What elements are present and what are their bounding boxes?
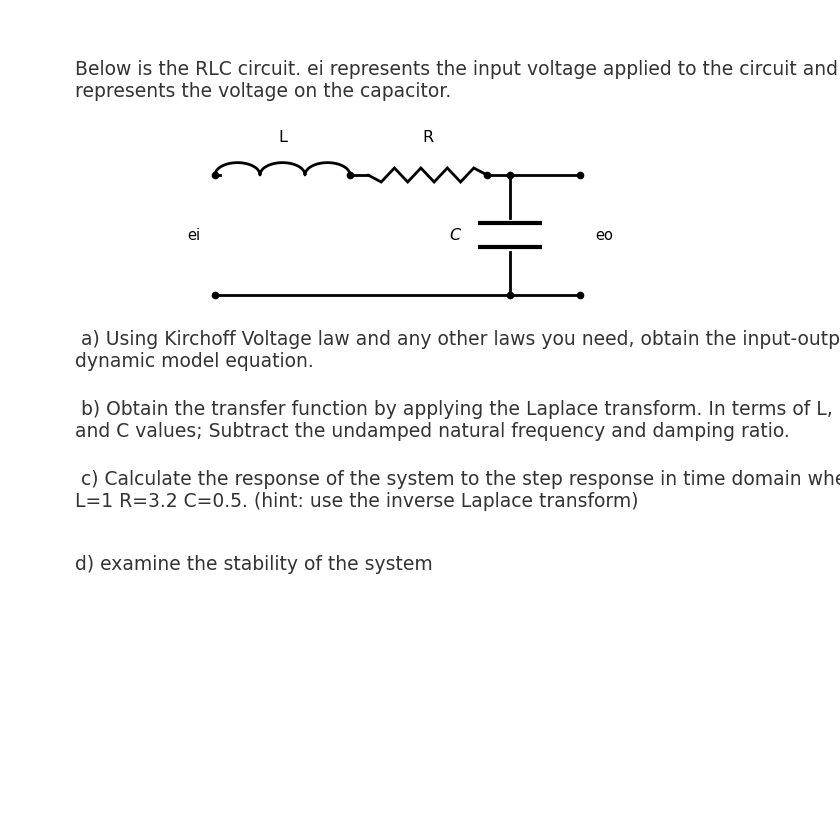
Text: dynamic model equation.: dynamic model equation. (75, 352, 314, 371)
Text: ei: ei (186, 227, 200, 243)
Text: Below is the RLC circuit. ei represents the input voltage applied to the circuit: Below is the RLC circuit. ei represents … (75, 60, 840, 79)
Text: eo: eo (595, 227, 613, 243)
Text: a) Using Kirchoff Voltage law and any other laws you need, obtain the input-outp: a) Using Kirchoff Voltage law and any ot… (75, 330, 840, 349)
Text: L=1 R=3.2 C=0.5. (hint: use the inverse Laplace transform): L=1 R=3.2 C=0.5. (hint: use the inverse … (75, 492, 638, 511)
Text: represents the voltage on the capacitor.: represents the voltage on the capacitor. (75, 82, 451, 101)
Text: b) Obtain the transfer function by applying the Laplace transform. In terms of L: b) Obtain the transfer function by apply… (75, 400, 840, 419)
Text: d) examine the stability of the system: d) examine the stability of the system (75, 555, 433, 574)
Text: c) Calculate the response of the system to the step response in time domain when: c) Calculate the response of the system … (75, 470, 840, 489)
Text: and C values; Subtract the undamped natural frequency and damping ratio.: and C values; Subtract the undamped natu… (75, 422, 790, 441)
Text: R: R (422, 130, 433, 145)
Text: C: C (449, 227, 460, 243)
Text: L: L (278, 130, 287, 145)
